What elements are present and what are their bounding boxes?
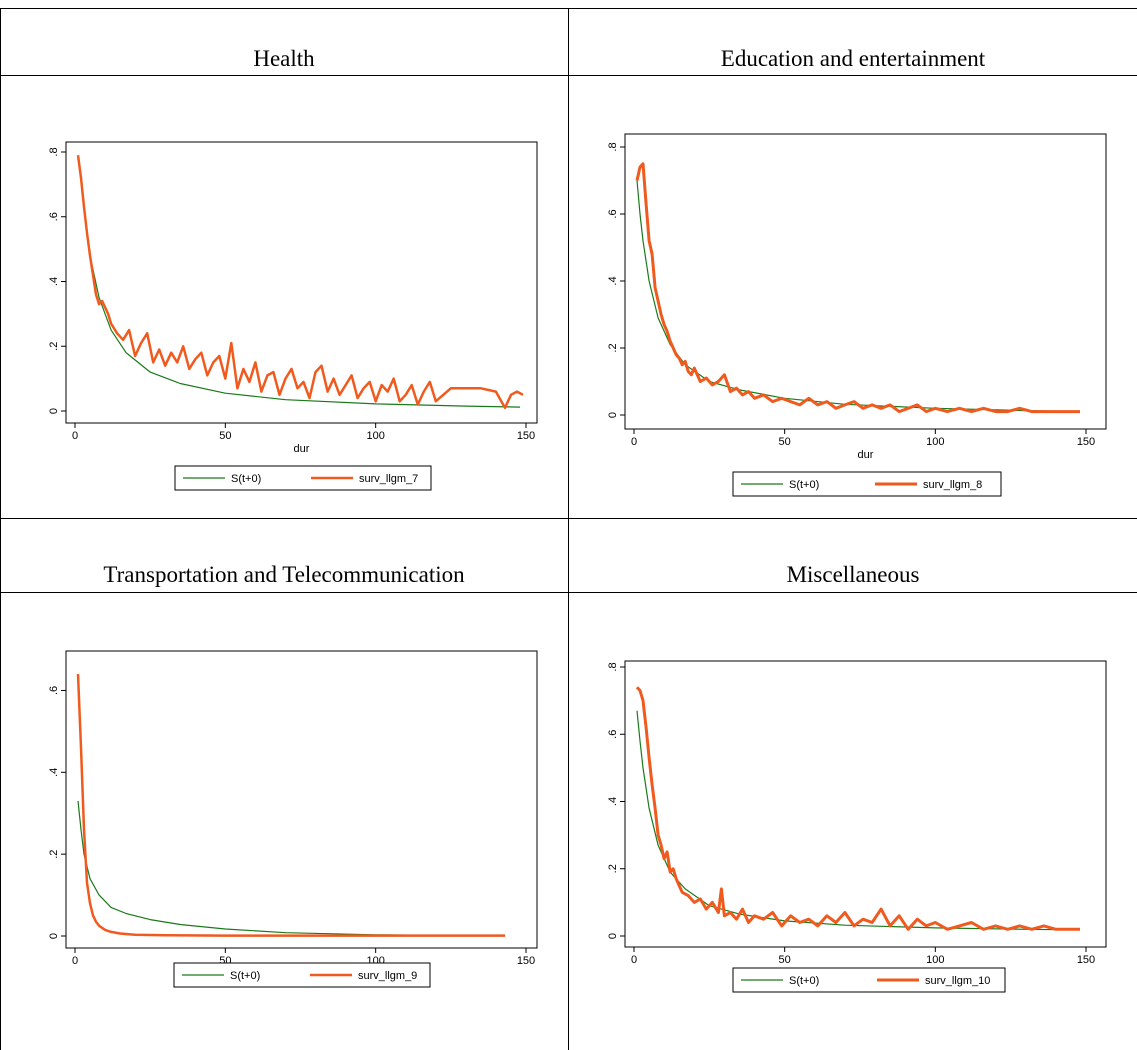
series-line-1: [635, 162, 1080, 414]
series-line-1: [76, 674, 505, 937]
x-axis-title: dur: [294, 443, 310, 455]
x-tick-label: 150: [517, 430, 535, 442]
legend-label-1: surv_llgm_8: [923, 479, 982, 491]
x-tick-label: 50: [219, 430, 231, 442]
x-tick-label: 50: [779, 436, 791, 448]
x-tick-label: 50: [779, 954, 791, 966]
plot-frame: [624, 660, 1107, 948]
panel-title-miscellaneous: Miscellaneous: [786, 562, 920, 587]
y-tick-label: .8: [48, 147, 60, 156]
row1-title-underline: [0, 75, 1137, 76]
panel-title-health: Health: [253, 46, 315, 71]
x-tick-label: 100: [926, 954, 944, 966]
y-tick-label: 0: [48, 408, 60, 414]
x-tick-label: 150: [1077, 436, 1095, 448]
x-tick-label: 150: [1077, 954, 1095, 966]
y-tick-label: .6: [607, 209, 619, 218]
y-tick-label: .4: [607, 797, 619, 806]
chart-panel-1: 0 50 100 150 0 .2 .4 .6 .8 dur S(t+0) surv_llgm_8: [607, 133, 1107, 497]
legend-label-0: S(t+0): [230, 970, 260, 982]
y-tick-label: 0: [607, 933, 619, 939]
legend: S(t+0) surv_llgm_7: [174, 465, 432, 491]
y-tick-label: .6: [48, 686, 60, 695]
row-divider: [0, 518, 1137, 519]
y-tick-label: .6: [607, 730, 619, 739]
x-tick-label: 100: [926, 436, 944, 448]
y-tick-label: .4: [48, 768, 60, 777]
legend: S(t+0) surv_llgm_8: [732, 471, 1002, 497]
table-column-divider: [568, 8, 569, 1050]
x-tick-label: 0: [72, 430, 78, 442]
legend-label-1: surv_llgm_10: [925, 975, 990, 987]
plot-frame: [65, 650, 538, 949]
y-tick-label: 0: [48, 933, 60, 939]
legend: S(t+0) surv_llgm_10: [732, 967, 1006, 993]
series-line-1: [635, 686, 1080, 931]
x-tick-label: 100: [366, 430, 384, 442]
panel-title-education: Education and entertainment: [720, 46, 986, 71]
x-axis-title: dur: [858, 449, 874, 461]
table-border-left: [0, 8, 1, 1050]
plot-frame: [65, 141, 538, 424]
legend: S(t+0) surv_llgm_9: [173, 962, 431, 988]
y-tick-label: .8: [607, 142, 619, 151]
x-tick-label: 150: [517, 955, 535, 967]
y-tick-label: 0: [607, 412, 619, 418]
legend-label-1: surv_llgm_9: [358, 970, 417, 982]
y-tick-label: .2: [607, 864, 619, 873]
series-line-1: [76, 155, 524, 410]
y-tick-label: .8: [607, 662, 619, 671]
x-tick-label: 0: [72, 955, 78, 967]
chart-panel-0: 0 50 100 150 0 .2 .4 .6 .8 dur S(t+0) surv_llgm_7: [48, 141, 538, 491]
legend-label-0: S(t+0): [789, 479, 819, 491]
series-line-0: [636, 710, 1081, 931]
y-tick-label: .4: [48, 277, 60, 286]
y-tick-label: .4: [607, 276, 619, 285]
legend-label-0: S(t+0): [231, 473, 261, 485]
y-tick-label: .2: [48, 342, 60, 351]
y-tick-label: .2: [48, 850, 60, 859]
legend-label-0: S(t+0): [789, 975, 819, 987]
y-tick-label: .2: [607, 343, 619, 352]
plot-frame: [624, 133, 1107, 430]
x-tick-label: 0: [631, 954, 637, 966]
y-tick-label: .6: [48, 212, 60, 221]
row2-title-underline: [0, 592, 1137, 593]
legend-label-1: surv_llgm_7: [359, 473, 418, 485]
panel-title-transportation: Transportation and Telecommunication: [103, 562, 465, 587]
x-tick-label: 0: [631, 436, 637, 448]
